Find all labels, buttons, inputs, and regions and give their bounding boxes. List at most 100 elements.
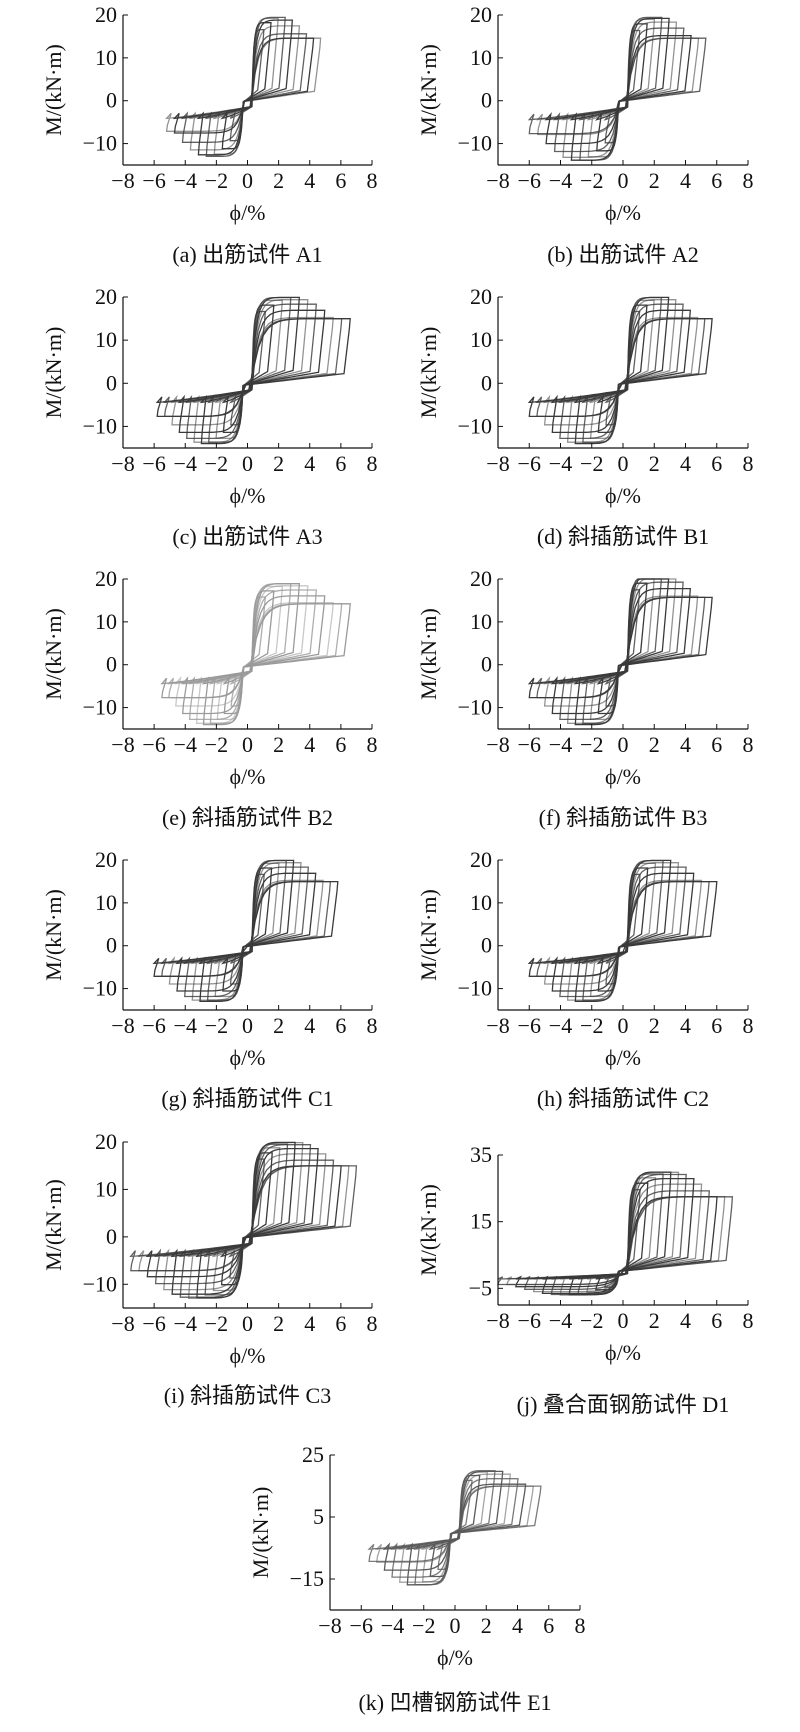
- x-tick-label: 8: [743, 732, 754, 757]
- x-tick-label: 8: [367, 732, 378, 757]
- hysteresis-loop: [514, 1196, 718, 1288]
- x-tick-label: −8: [111, 451, 134, 476]
- y-tick-label: 10: [470, 890, 492, 915]
- x-tick-label: −4: [174, 168, 197, 193]
- y-tick-label: 20: [470, 566, 492, 591]
- x-tick-label: −8: [486, 732, 509, 757]
- hysteresis-curves: [527, 16, 707, 161]
- x-tick-label: −8: [318, 1613, 341, 1638]
- x-tick-label: −4: [549, 1308, 572, 1333]
- x-tick-label: 4: [680, 1013, 691, 1038]
- x-tick-label: 2: [649, 732, 660, 757]
- hysteresis-loop: [222, 590, 275, 715]
- hysteresis-curves: [527, 859, 718, 1002]
- x-tick-label: −6: [142, 168, 165, 193]
- x-axis-label: ϕ/%: [605, 1340, 641, 1365]
- hysteresis-loop: [172, 37, 315, 134]
- hysteresis-loop: [527, 37, 707, 135]
- x-tick-label: −2: [412, 1613, 435, 1638]
- x-tick-label: 4: [680, 168, 691, 193]
- y-tick-label: −5: [469, 1275, 492, 1300]
- y-tick-label: −10: [458, 131, 492, 156]
- x-tick-label: 8: [367, 1013, 378, 1038]
- x-tick-label: 2: [481, 1613, 492, 1638]
- y-tick-label: 10: [95, 890, 117, 915]
- panel-caption: (k) 凹槽钢筋试件 E1: [358, 1690, 551, 1715]
- x-tick-label: 2: [649, 1308, 660, 1333]
- x-tick-label: 8: [743, 451, 754, 476]
- x-tick-label: 2: [273, 451, 284, 476]
- hysteresis-loop: [382, 1483, 527, 1571]
- x-tick-label: −6: [142, 451, 165, 476]
- y-tick-label: 20: [95, 2, 117, 27]
- y-tick-label: −15: [290, 1566, 324, 1591]
- hysteresis-loop: [165, 37, 322, 132]
- x-tick-label: −4: [174, 732, 197, 757]
- x-tick-label: −6: [518, 1013, 541, 1038]
- x-tick-label: 4: [304, 1311, 315, 1336]
- hysteresis-loop: [203, 1143, 289, 1296]
- x-tick-label: −6: [142, 1013, 165, 1038]
- x-tick-label: 0: [242, 451, 253, 476]
- y-axis-label: M/(kN·m): [416, 1184, 441, 1276]
- y-tick-label: 10: [470, 609, 492, 634]
- y-tick-label: 20: [470, 284, 492, 309]
- y-axis-label: M/(kN·m): [416, 889, 441, 981]
- panel-caption: (b) 出筋试件 A2: [547, 242, 699, 267]
- x-tick-label: −8: [486, 1013, 509, 1038]
- y-tick-label: 35: [470, 1142, 492, 1167]
- hysteresis-loop: [211, 1147, 281, 1292]
- x-tick-label: 0: [618, 1013, 629, 1038]
- x-tick-label: −8: [111, 1311, 134, 1336]
- hysteresis-loop: [497, 1196, 734, 1286]
- y-tick-label: 0: [106, 370, 117, 395]
- x-tick-label: 8: [575, 1613, 586, 1638]
- y-tick-label: 15: [470, 1209, 492, 1234]
- y-tick-label: −10: [83, 1271, 117, 1296]
- y-tick-label: −10: [83, 695, 117, 720]
- x-axis-label: ϕ/%: [605, 200, 641, 225]
- hysteresis-loop: [604, 589, 641, 707]
- hysteresis-loop: [178, 1144, 312, 1298]
- hysteresis-curves: [367, 1470, 542, 1586]
- panel-j: −8 −6 −4 −2 0 2 4 6 8 −5 15 35 ϕ/% M/(kN·m) (j) 叠合面钢筋试…: [416, 1142, 754, 1417]
- hysteresis-loop: [543, 595, 699, 707]
- panel-caption: (d) 斜插筋试件 B1: [537, 524, 709, 549]
- x-tick-label: −2: [205, 1311, 228, 1336]
- hysteresis-loop: [205, 859, 287, 1001]
- x-tick-label: −8: [111, 1013, 134, 1038]
- x-tick-label: −6: [518, 1308, 541, 1333]
- hysteresis-loop: [558, 303, 684, 440]
- x-tick-label: 6: [711, 732, 722, 757]
- x-tick-label: 6: [335, 1013, 346, 1038]
- y-tick-label: 10: [470, 45, 492, 70]
- y-tick-label: 10: [95, 45, 117, 70]
- hysteresis-curves: [155, 296, 351, 445]
- x-tick-label: −6: [518, 168, 541, 193]
- x-tick-label: −2: [580, 168, 603, 193]
- y-tick-label: 0: [481, 88, 492, 113]
- hysteresis-loop: [573, 578, 670, 726]
- y-tick-label: 5: [313, 1504, 324, 1529]
- x-tick-label: 6: [711, 451, 722, 476]
- y-tick-label: 0: [481, 652, 492, 677]
- hysteresis-loop: [204, 16, 286, 157]
- hysteresis-curves: [152, 859, 339, 1002]
- x-tick-label: 6: [711, 168, 722, 193]
- x-tick-label: 4: [680, 1308, 691, 1333]
- x-tick-label: −2: [205, 732, 228, 757]
- hysteresis-curves: [527, 578, 713, 726]
- hysteresis-curves: [527, 296, 713, 445]
- hysteresis-loop: [569, 17, 670, 161]
- y-tick-label: −10: [83, 976, 117, 1001]
- x-tick-label: 0: [618, 1308, 629, 1333]
- x-tick-label: 6: [543, 1613, 554, 1638]
- x-tick-label: 6: [335, 1311, 346, 1336]
- y-tick-label: −10: [458, 695, 492, 720]
- y-tick-label: −10: [83, 131, 117, 156]
- x-tick-label: 4: [304, 1013, 315, 1038]
- x-axis-label: ϕ/%: [605, 483, 641, 508]
- hysteresis-loop: [543, 316, 699, 426]
